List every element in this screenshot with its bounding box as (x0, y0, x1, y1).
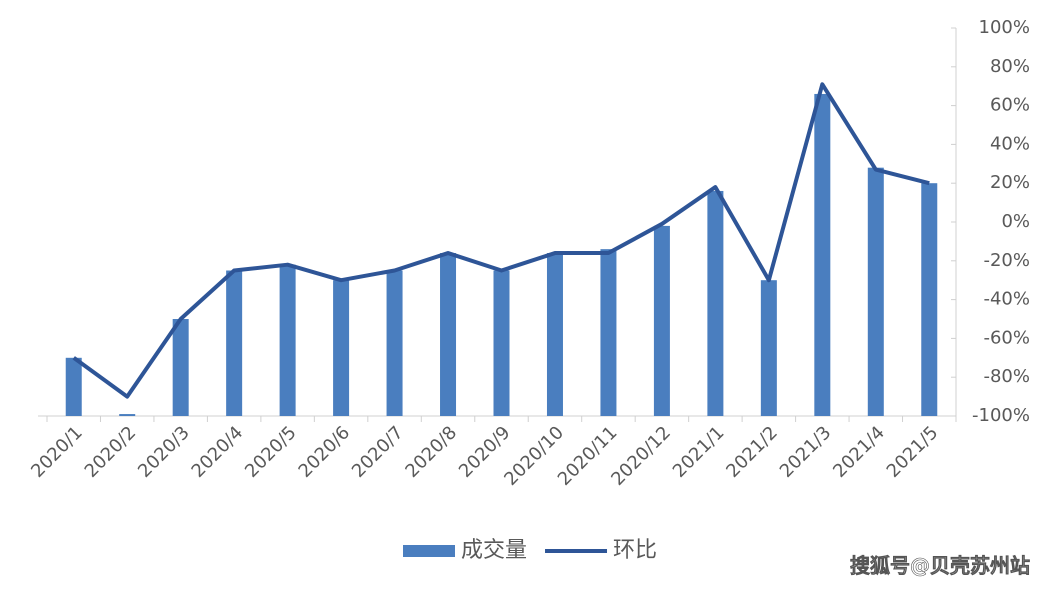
x-tick-label: 2021/3 (776, 422, 836, 482)
y-tick-label: -20% (983, 250, 1030, 271)
bar (867, 167, 884, 416)
bar (65, 357, 82, 416)
x-tick-label: 2020/2 (81, 422, 141, 482)
y-tick-label: -100% (972, 405, 1030, 426)
x-tick-label: 2021/2 (722, 422, 782, 482)
x-tick-label: 2020/1 (27, 422, 87, 482)
x-tick-label: 2020/4 (188, 422, 248, 482)
legend-label: 环比 (613, 538, 657, 563)
bar (814, 93, 831, 417)
bar (279, 264, 296, 416)
watermark: 搜狐号@贝壳苏州站 (850, 554, 1030, 578)
line (72, 82, 930, 399)
bar (921, 183, 938, 416)
bar (546, 253, 563, 416)
y-tick-label: 80% (990, 56, 1030, 77)
x-tick-label: 2020/6 (295, 422, 355, 482)
x-tick-label: 2021/4 (829, 422, 889, 482)
y-tick-label: 0% (1001, 211, 1030, 232)
x-tick-label: 2020/12 (607, 422, 675, 490)
x-tick-label: 2021/1 (669, 422, 729, 482)
y-tick-label: 100% (979, 17, 1030, 38)
bar (440, 253, 457, 416)
bar (493, 270, 510, 416)
legend-swatch (403, 545, 455, 557)
x-tick-label: 2020/3 (134, 422, 194, 482)
y-tick-label: -60% (983, 327, 1030, 348)
bar (119, 414, 136, 416)
x-tick-label: 2020/8 (401, 422, 461, 482)
bar (333, 280, 350, 416)
bar (386, 270, 403, 416)
y-tick-label: -80% (983, 366, 1030, 387)
y-tick-label: 60% (990, 95, 1030, 116)
y-tick-label: 20% (990, 172, 1030, 193)
bar (226, 270, 243, 416)
y-tick-label: 40% (990, 133, 1030, 154)
x-tick-label: 2021/5 (883, 422, 943, 482)
x-tick-label: 2020/7 (348, 422, 408, 482)
bar (707, 190, 724, 416)
legend-label: 成交量 (461, 538, 527, 563)
y-tick-label: -40% (983, 289, 1030, 310)
bar (653, 225, 670, 416)
bar (172, 319, 189, 416)
bar (760, 280, 777, 416)
bar (600, 249, 617, 416)
x-tick-label: 2020/5 (241, 422, 301, 482)
